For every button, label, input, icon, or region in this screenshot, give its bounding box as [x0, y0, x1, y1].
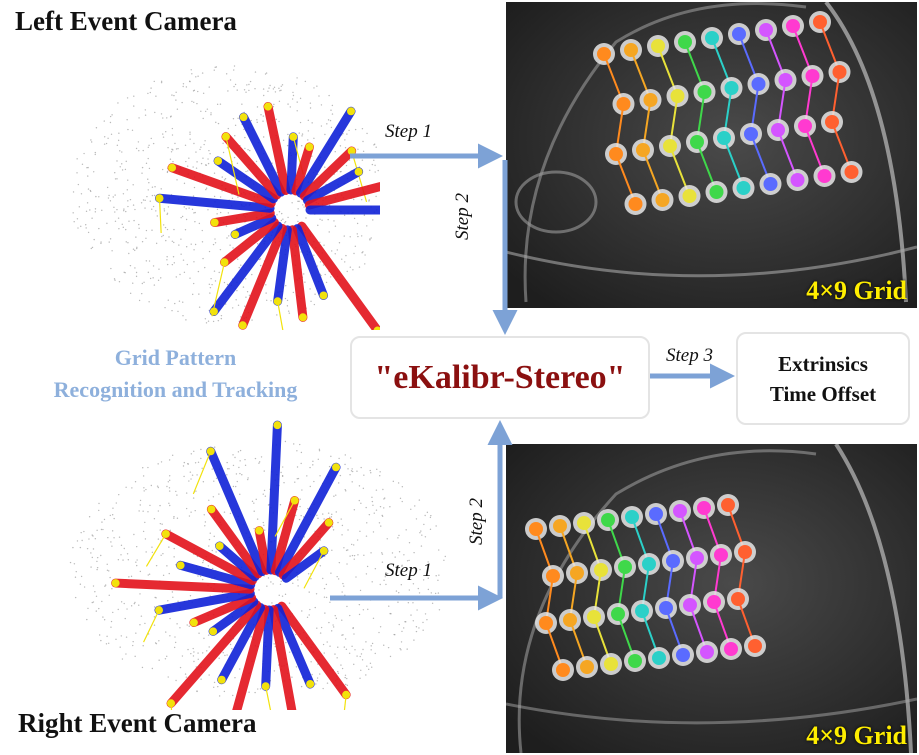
output-extrinsics: Extrinsics [778, 351, 868, 376]
output-box: Extrinsics Time Offset [736, 332, 910, 425]
recognition-label: Grid Pattern Recognition and Tracking [8, 342, 343, 406]
ekalibr-stereo-title: "eKalibr-Stereo" [374, 358, 626, 396]
bottom-grid-label: 4×9 Grid [806, 721, 907, 750]
top-step2-label: Step 2 [452, 193, 473, 240]
bottom-step2-label: Step 2 [466, 498, 487, 545]
top-step1-label: Step 1 [385, 121, 432, 142]
recognition-line1: Grid Pattern [114, 345, 237, 370]
left-event-cloud [72, 65, 380, 330]
right-event-cloud [69, 420, 446, 710]
output-time-offset: Time Offset [769, 381, 877, 406]
bottom-step1-label: Step 1 [385, 560, 432, 581]
recognition-line2: Recognition and Tracking [53, 377, 298, 402]
step3-label: Step 3 [666, 345, 713, 366]
top-grid-svg [506, 2, 917, 308]
bottom-grid-svg [506, 444, 917, 753]
right-camera-title: Right Event Camera [18, 708, 257, 738]
bottom-grid-dots [525, 494, 766, 681]
top-grid-image: 4×9 Grid [506, 2, 917, 308]
top-grid-dots [593, 11, 863, 215]
left-camera-title: Left Event Camera [15, 6, 237, 36]
right-cloud-tubes [111, 420, 351, 710]
bottom-grid-image: 4×9 Grid [506, 444, 917, 753]
left-cloud-tubes [155, 102, 380, 330]
top-grid-label: 4×9 Grid [806, 276, 907, 305]
ekalibr-stereo-box: "eKalibr-Stereo" [350, 336, 650, 419]
